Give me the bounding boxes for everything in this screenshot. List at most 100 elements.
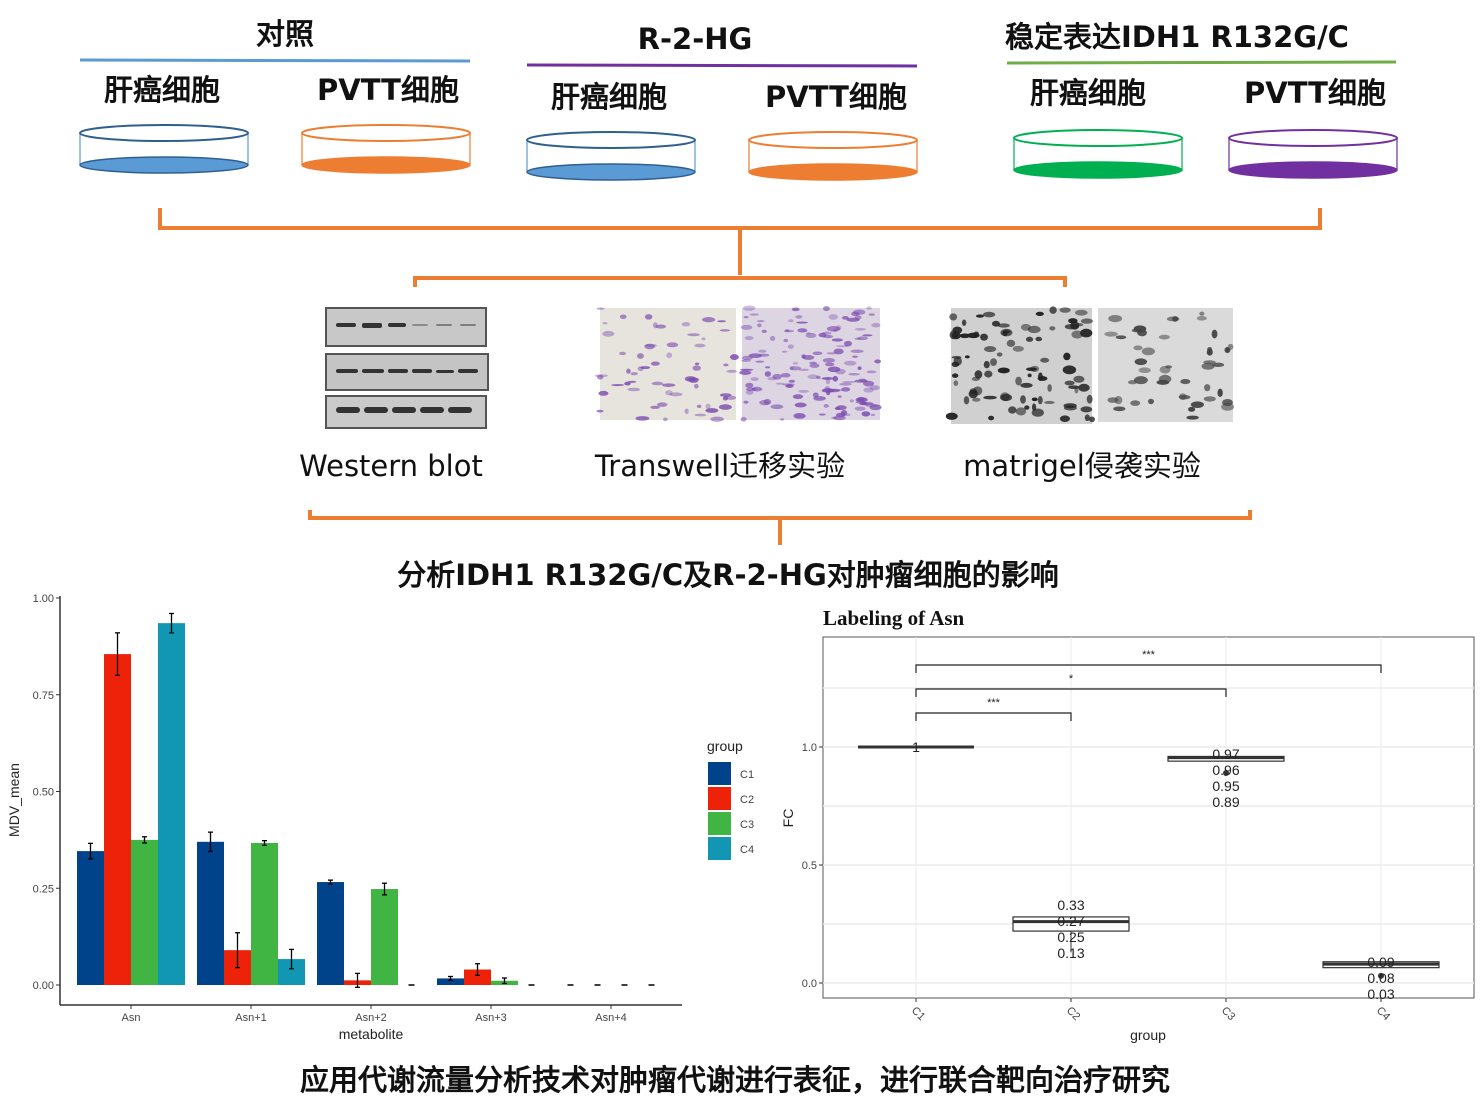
legend-swatch [708, 762, 731, 785]
invading-cell [971, 376, 981, 381]
stained-cell [755, 360, 765, 363]
bar [131, 839, 158, 985]
bar [317, 882, 344, 985]
invading-cell [1104, 331, 1118, 337]
plot-panel [822, 636, 1475, 999]
stained-cell [765, 366, 771, 369]
stained-cell [740, 368, 754, 371]
legend-label: C4 [740, 844, 754, 856]
invading-cell [1133, 325, 1147, 333]
bar [77, 851, 104, 985]
stained-cell [825, 378, 831, 385]
stained-cell [843, 360, 857, 366]
stained-cell [665, 390, 673, 396]
stained-cell [740, 416, 747, 422]
invading-cell [951, 331, 961, 340]
group-underline-control [79, 58, 471, 63]
invading-cell [1035, 336, 1043, 342]
stained-cell [624, 381, 631, 386]
stained-cell [669, 392, 683, 397]
x-tick-label: C1 [909, 1005, 927, 1023]
invading-cell [1015, 376, 1022, 386]
stained-cell [868, 313, 875, 316]
stained-cell [726, 369, 738, 373]
stained-cell [748, 353, 763, 359]
invading-cell [1221, 402, 1234, 411]
legend-title: group [707, 738, 743, 754]
y-tick-label: 0.0 [802, 978, 817, 990]
x-tick-label: Asn+4 [595, 1012, 627, 1024]
invading-cell [1114, 396, 1123, 405]
stained-cell [788, 379, 796, 383]
invading-cell [1031, 397, 1038, 402]
x-tick-label: Asn+2 [355, 1012, 387, 1024]
stained-cell [781, 350, 788, 353]
stained-cell [854, 315, 862, 320]
invading-cell [1080, 318, 1093, 324]
stained-cell [783, 329, 795, 333]
stained-cell [626, 368, 631, 374]
y-tick-label: 0.00 [33, 980, 54, 992]
y-tick-label: 1.00 [33, 593, 54, 605]
stained-cell [842, 381, 856, 384]
value-label: 0.08 [1367, 970, 1394, 986]
invading-cell [1224, 346, 1231, 353]
stained-cell [744, 335, 754, 341]
stained-cell [596, 409, 604, 413]
invading-cell [1138, 367, 1151, 374]
stained-cell [681, 321, 691, 327]
stained-cell [795, 321, 809, 324]
stained-cell [717, 320, 727, 323]
invading-cell [997, 367, 1010, 374]
stained-cell [863, 387, 874, 393]
invading-cell [1084, 414, 1090, 422]
invading-cell [984, 370, 993, 378]
invading-cell [980, 333, 988, 341]
stained-cell [684, 376, 697, 382]
stained-cell [740, 324, 753, 330]
invading-cell [963, 396, 970, 405]
stained-cell [780, 372, 791, 378]
invading-cell [1080, 406, 1093, 413]
stained-cell [818, 332, 827, 338]
invading-cell [984, 346, 997, 353]
stained-cell [594, 374, 609, 378]
stained-cell [831, 338, 843, 342]
stained-cell [611, 383, 625, 387]
x-axis-title: group [1130, 1027, 1166, 1043]
dish-medium [748, 163, 918, 181]
invading-cell [1063, 403, 1077, 409]
stained-cell [818, 413, 826, 416]
invading-cell [1134, 358, 1148, 366]
value-label: 0.27 [1057, 913, 1084, 929]
invading-cell [1025, 336, 1034, 342]
invading-cell [1078, 383, 1090, 392]
stained-cell [756, 320, 765, 323]
y-tick-label: 0.25 [33, 883, 54, 895]
invading-cell [1026, 367, 1038, 371]
stained-cell [813, 396, 826, 401]
stained-cell [775, 382, 785, 385]
invading-cell [1037, 372, 1043, 381]
stained-cell [794, 402, 807, 408]
invading-cell [1204, 384, 1211, 392]
stained-cell [823, 404, 829, 408]
invading-cell [1130, 400, 1141, 406]
stained-cell [857, 366, 862, 370]
stained-cell [745, 382, 754, 388]
stained-cell [692, 365, 701, 371]
stained-cell [739, 370, 752, 375]
significance-label: *** [1142, 649, 1156, 661]
stained-cell [795, 315, 803, 319]
stained-cell [723, 363, 729, 367]
invading-cell [953, 380, 959, 386]
stained-cell [635, 416, 650, 421]
stained-cell [833, 348, 844, 355]
stained-cell [798, 389, 809, 393]
stained-cell [651, 381, 664, 386]
invading-cell [1059, 415, 1070, 422]
stained-cell [718, 404, 732, 410]
invading-cell [1059, 307, 1071, 313]
stained-cell [666, 342, 679, 348]
stained-cell [750, 377, 759, 381]
